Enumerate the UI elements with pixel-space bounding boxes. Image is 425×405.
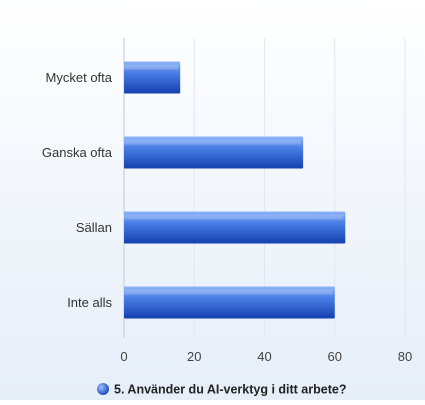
legend: 5. Använder du AI-verktyg i ditt arbete? xyxy=(97,383,346,397)
x-tick-label: 40 xyxy=(257,349,271,364)
bars xyxy=(124,61,346,319)
bar[interactable] xyxy=(124,61,181,94)
x-tick-label: 20 xyxy=(187,349,201,364)
x-tick-label: 80 xyxy=(398,349,412,364)
bar[interactable] xyxy=(124,136,304,169)
category-label: Inte alls xyxy=(67,295,112,310)
x-tick-labels: 0 20 40 60 80 xyxy=(120,349,412,364)
category-label: Sällan xyxy=(76,220,112,235)
bar-highlight xyxy=(124,214,344,220)
category-label: Ganska ofta xyxy=(42,145,113,160)
legend-marker xyxy=(97,383,109,395)
bar[interactable] xyxy=(124,286,335,319)
category-labels: Mycket ofta Ganska ofta Sällan Inte alls xyxy=(42,70,113,310)
legend-label: 5. Använder du AI-verktyg i ditt arbete? xyxy=(114,383,346,397)
bar-highlight xyxy=(124,139,302,145)
x-tick-label: 0 xyxy=(120,349,127,364)
bar-highlight xyxy=(124,64,179,70)
x-tick-label: 60 xyxy=(328,349,342,364)
bar-highlight xyxy=(124,289,333,295)
bar[interactable] xyxy=(124,211,346,244)
category-label: Mycket ofta xyxy=(46,70,113,85)
